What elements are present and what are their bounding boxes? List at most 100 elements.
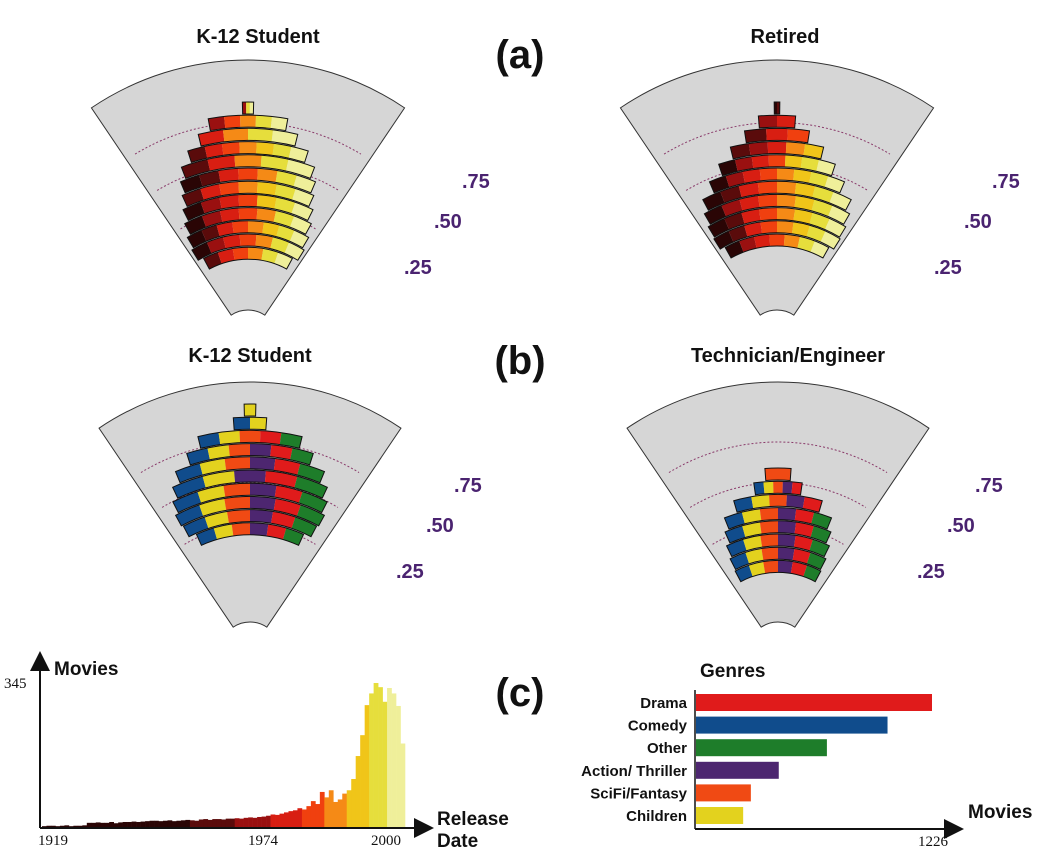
histogram-bar — [216, 819, 222, 827]
fan-segment — [744, 128, 767, 143]
fan-segment — [255, 115, 272, 129]
fan-chart-k12-release: .75.50 .25 — [90, 59, 490, 316]
fan-segment — [270, 237, 290, 254]
histogram-bar — [59, 825, 65, 827]
fan-segment — [824, 218, 846, 238]
fan-segment — [718, 159, 738, 176]
fan-segment — [793, 535, 813, 551]
fan-segment — [757, 181, 777, 195]
fan-segment — [753, 481, 765, 495]
fan-ring-outline — [729, 141, 825, 160]
histogram-bar — [91, 822, 97, 827]
fan-radial-tick: .25 — [396, 561, 424, 583]
fan-segment — [743, 535, 763, 551]
panel-label-c: (c) — [496, 671, 545, 715]
fan-segment — [271, 129, 298, 146]
histogram-bar — [122, 821, 128, 827]
fan-segment — [744, 221, 763, 237]
fan-segment — [816, 159, 836, 176]
fan-segment — [201, 225, 220, 242]
fan-segment — [250, 443, 272, 457]
fan-radial-tick: .50 — [947, 515, 975, 537]
fan-segment — [739, 195, 760, 211]
histogram-bar — [333, 801, 339, 827]
fan-chart-k12-genre: .75.50 .25 — [98, 381, 482, 628]
fan-segment — [291, 202, 314, 221]
fan-title-k12-b: K-12 Student — [188, 345, 312, 367]
fan-segment — [778, 520, 797, 534]
fan-segment — [257, 168, 278, 183]
fan-segment — [777, 181, 797, 195]
fan-ring-outline — [171, 469, 329, 499]
fan-ring-outline — [707, 207, 847, 238]
fan-segment — [758, 194, 777, 208]
fan-segment — [292, 188, 314, 207]
fan-segment — [270, 444, 293, 460]
fan-segment — [289, 215, 312, 235]
fan-ring-outline — [197, 127, 299, 147]
fan-radial-tick: .25 — [404, 257, 432, 279]
fan-segment — [809, 171, 829, 188]
fan-ring-outline — [191, 233, 305, 261]
fan-radial-tick: .75 — [975, 475, 1003, 497]
histogram-bar — [275, 814, 280, 827]
histogram-bar — [266, 815, 271, 827]
fan-segment — [256, 207, 277, 223]
fan-segment — [803, 143, 824, 159]
fan-segment — [275, 170, 297, 187]
histogram-bar — [261, 816, 267, 827]
fan-segment — [777, 102, 780, 115]
fan-segment — [250, 522, 269, 536]
fan-segment — [181, 159, 211, 179]
fan-ring-outline — [186, 220, 310, 249]
fan-segment — [232, 220, 248, 234]
fan-segment — [238, 181, 258, 194]
fan-segment — [172, 476, 206, 499]
fan-guide-arc — [156, 164, 340, 191]
histogram-release-date: Movies 345 1919 1974 2000 Release Date — [4, 651, 509, 852]
fan-ring-outline — [181, 180, 315, 208]
fan-segment — [198, 129, 225, 146]
fan-segment — [285, 159, 315, 179]
fan-guide-arc — [663, 122, 891, 155]
histogram-bar — [176, 820, 182, 827]
histogram-y-tick: 345 — [4, 676, 27, 692]
fan-segment — [791, 221, 810, 237]
fan-segment — [769, 233, 785, 247]
fan-segment — [773, 481, 783, 494]
fan-segment — [829, 191, 852, 211]
fan-segment — [266, 524, 287, 540]
fan-radial-tick: .50 — [964, 211, 992, 233]
fan-ring-outline — [180, 154, 316, 180]
fan-segment — [741, 508, 762, 524]
histogram-bar — [149, 820, 155, 827]
fan-segment — [764, 468, 792, 481]
fan-segment — [759, 507, 778, 521]
fan-segment — [219, 181, 240, 196]
fan-segment — [223, 483, 250, 498]
fan-segment — [242, 102, 247, 115]
fan-segment — [175, 463, 203, 483]
fan-ring-outline — [734, 559, 822, 583]
histogram-bar — [230, 818, 235, 827]
genre-bar — [696, 761, 779, 779]
histogram-bar — [324, 797, 330, 827]
histogram-bar — [207, 819, 213, 827]
histogram-bar — [387, 688, 392, 827]
histogram-bar — [64, 825, 70, 827]
fan-radial-tick: .75 — [454, 475, 482, 497]
fan-segment — [708, 218, 730, 238]
fan-ring-outline — [207, 114, 289, 132]
fan-segment — [206, 237, 226, 254]
histogram-bar — [284, 812, 289, 827]
fan-segment — [250, 417, 267, 430]
fan-segment — [222, 234, 241, 249]
fan-segment — [227, 509, 250, 524]
fan-segment — [782, 481, 793, 494]
fan-guide-arc — [685, 164, 869, 191]
fan-segment — [777, 167, 795, 181]
fan-ring-outline — [733, 493, 823, 513]
fan-segment — [239, 430, 261, 443]
histogram-bar — [198, 819, 204, 827]
